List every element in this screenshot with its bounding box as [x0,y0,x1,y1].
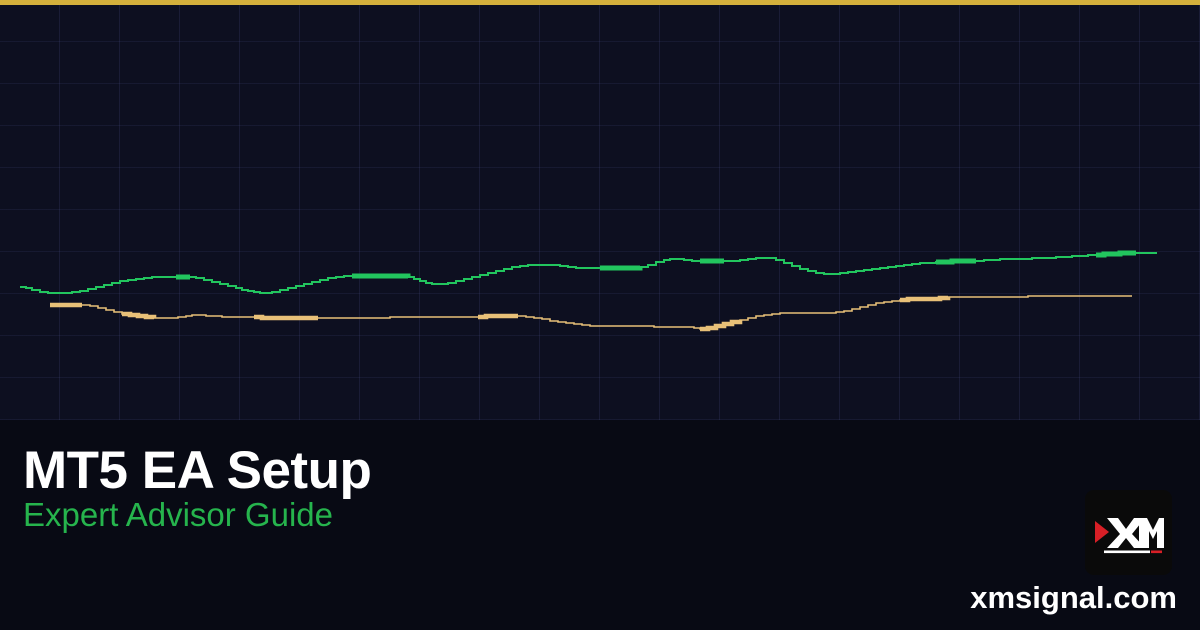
series-highlight-equity-green [600,265,643,271]
logo-letter-x [1106,517,1145,548]
xm-logo-mark [1094,517,1164,553]
site-url: xmsignal.com [970,580,1177,615]
series-highlight-equity-green [936,258,976,265]
series-highlight-drawdown-gold [900,295,951,303]
logo-letter-m [1138,517,1164,548]
equity-curve-chart [20,250,1157,332]
series-highlight-equity-green [1096,250,1136,258]
series-highlight-drawdown-gold [478,313,518,320]
xm-logo [1085,490,1172,575]
footer-band: MT5 EA Setup Expert Advisor Guide xmsign… [0,420,1200,630]
series-line-equity-green [20,252,1157,294]
series-highlight-drawdown-gold [700,319,743,332]
logo-underline-accent [1150,550,1162,553]
series-highlight-drawdown-gold [254,314,318,321]
logo-arrow-icon [1094,520,1109,543]
series-line-drawdown-gold [50,295,1132,330]
page-subtitle: Expert Advisor Guide [23,496,333,533]
logo-underline [1103,550,1150,553]
chart-panel [0,5,1200,420]
top-accent-bar [0,0,1200,5]
chart-gridlines [0,5,1200,420]
page-title: MT5 EA Setup [23,441,372,500]
series-highlight-equity-green [352,273,411,279]
series-highlight-drawdown-gold [122,311,157,320]
